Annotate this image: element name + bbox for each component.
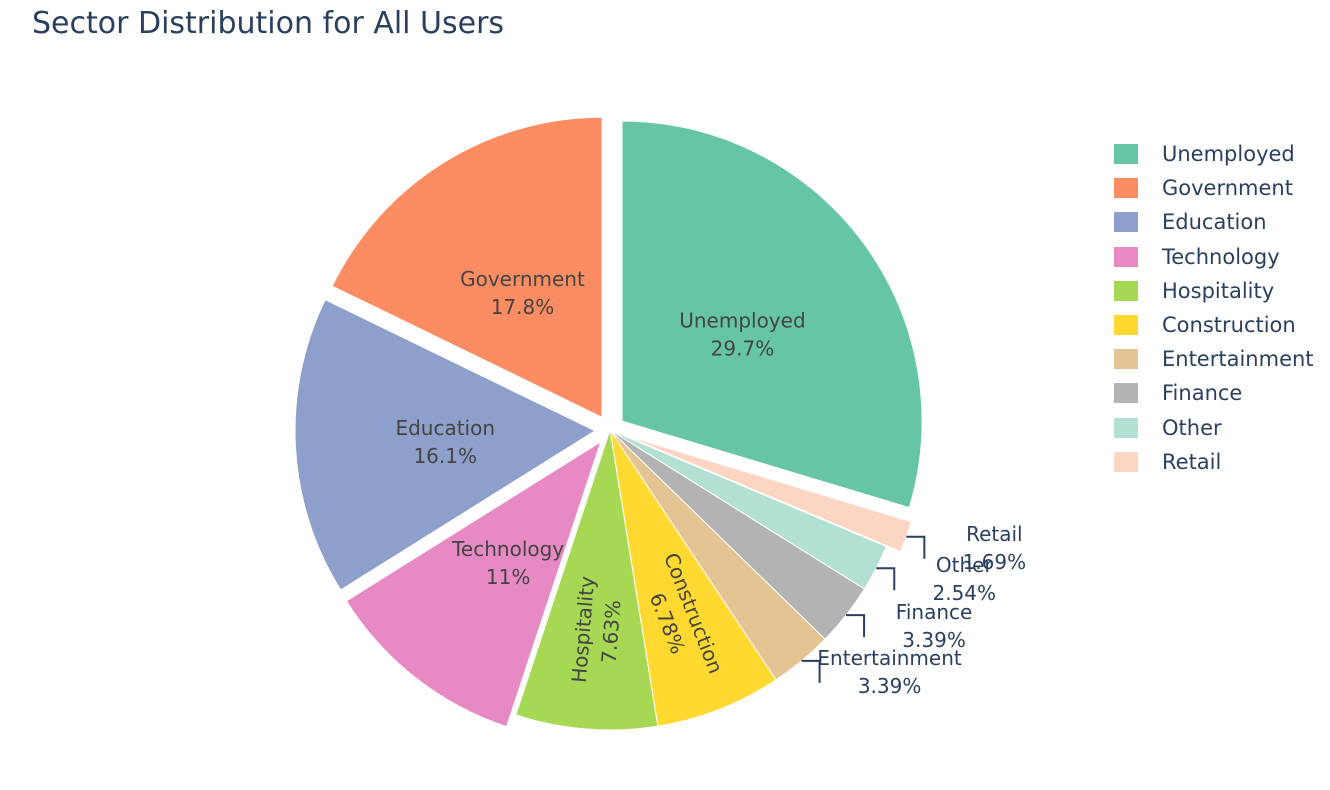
legend-label: Unemployed [1162,142,1295,167]
pie-slice-construction[interactable] [609,429,777,727]
legend-label: Entertainment [1162,347,1314,372]
legend-label: Construction [1162,313,1296,338]
leader-line-other [876,567,896,591]
pie-slice-hospitality[interactable] [515,429,659,731]
slice-label-finance: Finance 3.39% [896,600,973,652]
legend-item-education[interactable]: Education [1114,205,1314,239]
slice-label-education: Education 16.1% [395,416,495,468]
legend-item-finance[interactable]: Finance [1114,376,1314,410]
slice-label-entertainment: Entertainment 3.39% [817,646,961,698]
pie-slice-technology[interactable] [345,440,602,728]
legend-swatch [1114,417,1138,438]
leader-line-entertainment [801,659,821,683]
legend-swatch [1114,144,1138,165]
legend-swatch [1114,315,1138,336]
legend-item-retail[interactable]: Retail [1114,445,1314,479]
chart-title: Sector Distribution for All Users [32,6,505,41]
pie-slice-government[interactable] [331,116,603,419]
legend-swatch [1114,383,1138,404]
legend-item-entertainment[interactable]: Entertainment [1114,342,1314,376]
legend-label: Education [1162,210,1267,235]
legend-swatch [1114,212,1138,233]
legend-item-technology[interactable]: Technology [1114,240,1314,274]
pie-slice-education[interactable] [294,298,597,591]
legend-item-unemployed[interactable]: Unemployed [1114,137,1314,171]
legend-label: Other [1162,415,1222,440]
slice-label-other: Other 2.54% [932,553,996,605]
slice-label-government: Government 17.8% [460,267,585,319]
legend-label: Finance [1162,381,1243,406]
legend-item-hospitality[interactable]: Hospitality [1114,274,1314,308]
leader-line-retail [906,535,926,559]
legend-item-construction[interactable]: Construction [1114,308,1314,342]
legend-label: Government [1162,176,1293,201]
legend-label: Hospitality [1162,278,1275,303]
legend-label: Retail [1162,449,1222,474]
legend-swatch [1114,349,1138,370]
legend-swatch [1114,280,1138,301]
slice-label-retail: Retail 1.69% [963,522,1027,574]
legend-item-other[interactable]: Other [1114,411,1314,445]
legend: Unemployed Government Education Technology H… [1114,137,1314,479]
legend-swatch [1114,246,1138,267]
slice-label-unemployed: Unemployed 29.7% [679,309,805,361]
legend-swatch [1114,451,1138,472]
legend-label: Technology [1162,244,1280,269]
legend-item-government[interactable]: Government [1114,171,1314,205]
slice-label-technology: Technology 11% [451,537,564,589]
pie-slice-unemployed[interactable] [621,120,923,509]
leader-line-finance [846,614,866,638]
legend-swatch [1114,178,1138,199]
